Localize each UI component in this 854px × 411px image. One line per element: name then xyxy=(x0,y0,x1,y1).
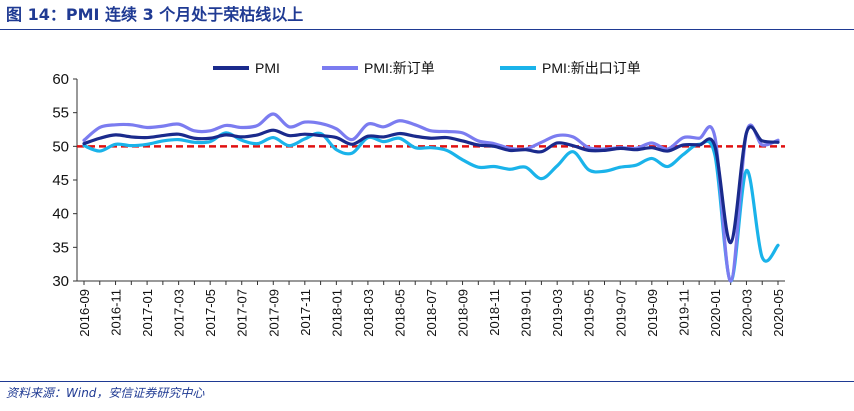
x-tick-label: 2017-05 xyxy=(203,289,218,337)
y-tick-label: 45 xyxy=(52,172,69,189)
source-divider xyxy=(0,381,854,382)
pmi-line-chart: PMI PMI:新订单 PMI:新出口订单 30 35 40 45 50 55 60 2016-0… xyxy=(0,34,854,378)
chart-axes: 30 35 40 45 50 55 60 2016-09 2016-11 2017-01 2017-… xyxy=(52,71,786,337)
chart-canvas: PMI PMI:新订单 PMI:新出口订单 30 35 40 45 50 55 60 2016-0… xyxy=(52,60,786,337)
x-tick-label: 2018-03 xyxy=(361,289,376,337)
x-tick-label: 2017-01 xyxy=(140,289,155,337)
x-tick-label: 2016-11 xyxy=(109,289,124,336)
x-tick-label: 2017-11 xyxy=(298,289,313,336)
x-tick-label: 2016-09 xyxy=(77,289,92,337)
legend-label-2: PMI:新出口订单 xyxy=(542,60,641,76)
source-note: 资料来源：Wind，安信证券研究中心 xyxy=(6,386,205,400)
x-tick-label: 2019-07 xyxy=(613,289,628,337)
y-tick-label: 50 xyxy=(52,138,69,155)
x-tick-label: 2018-11 xyxy=(487,289,502,336)
x-tick-label: 2019-09 xyxy=(645,289,660,337)
x-tick-label: 2018-09 xyxy=(456,289,471,337)
x-tick-label: 2019-11 xyxy=(676,289,691,336)
x-tick-label: 2017-03 xyxy=(172,289,187,337)
x-tick-label: 2019-03 xyxy=(550,289,565,337)
title-divider xyxy=(0,29,854,30)
y-tick-label: 40 xyxy=(52,206,69,223)
x-tick-label: 2020-01 xyxy=(708,289,723,337)
x-tick-label: 2020-03 xyxy=(739,289,754,337)
figure-title: 图 14：PMI 连续 3 个月处于荣枯线以上 xyxy=(6,5,304,24)
x-tick-label: 2019-01 xyxy=(519,289,534,337)
x-tick-label: 2018-05 xyxy=(392,289,407,337)
series-line-0 xyxy=(82,125,780,245)
x-tick-label: 2020-05 xyxy=(771,289,786,337)
series-line-1 xyxy=(82,112,780,283)
y-tick-label: 35 xyxy=(52,239,69,256)
legend-label-1: PMI:新订单 xyxy=(364,60,435,76)
y-tick-label: 55 xyxy=(52,105,69,122)
x-tick-label: 2017-07 xyxy=(235,289,250,337)
series-group xyxy=(82,112,780,283)
y-tick-label: 30 xyxy=(52,273,69,290)
x-tick-label: 2017-09 xyxy=(266,289,281,337)
legend-label-0: PMI xyxy=(255,60,280,76)
series-line-2 xyxy=(82,131,780,283)
chart-legend: PMI PMI:新订单 PMI:新出口订单 xyxy=(213,60,641,76)
y-tick-label: 60 xyxy=(52,71,69,88)
x-tick-label: 2019-05 xyxy=(582,289,597,337)
x-tick-label: 2018-01 xyxy=(329,289,344,337)
x-tick-label: 2018-07 xyxy=(424,289,439,337)
